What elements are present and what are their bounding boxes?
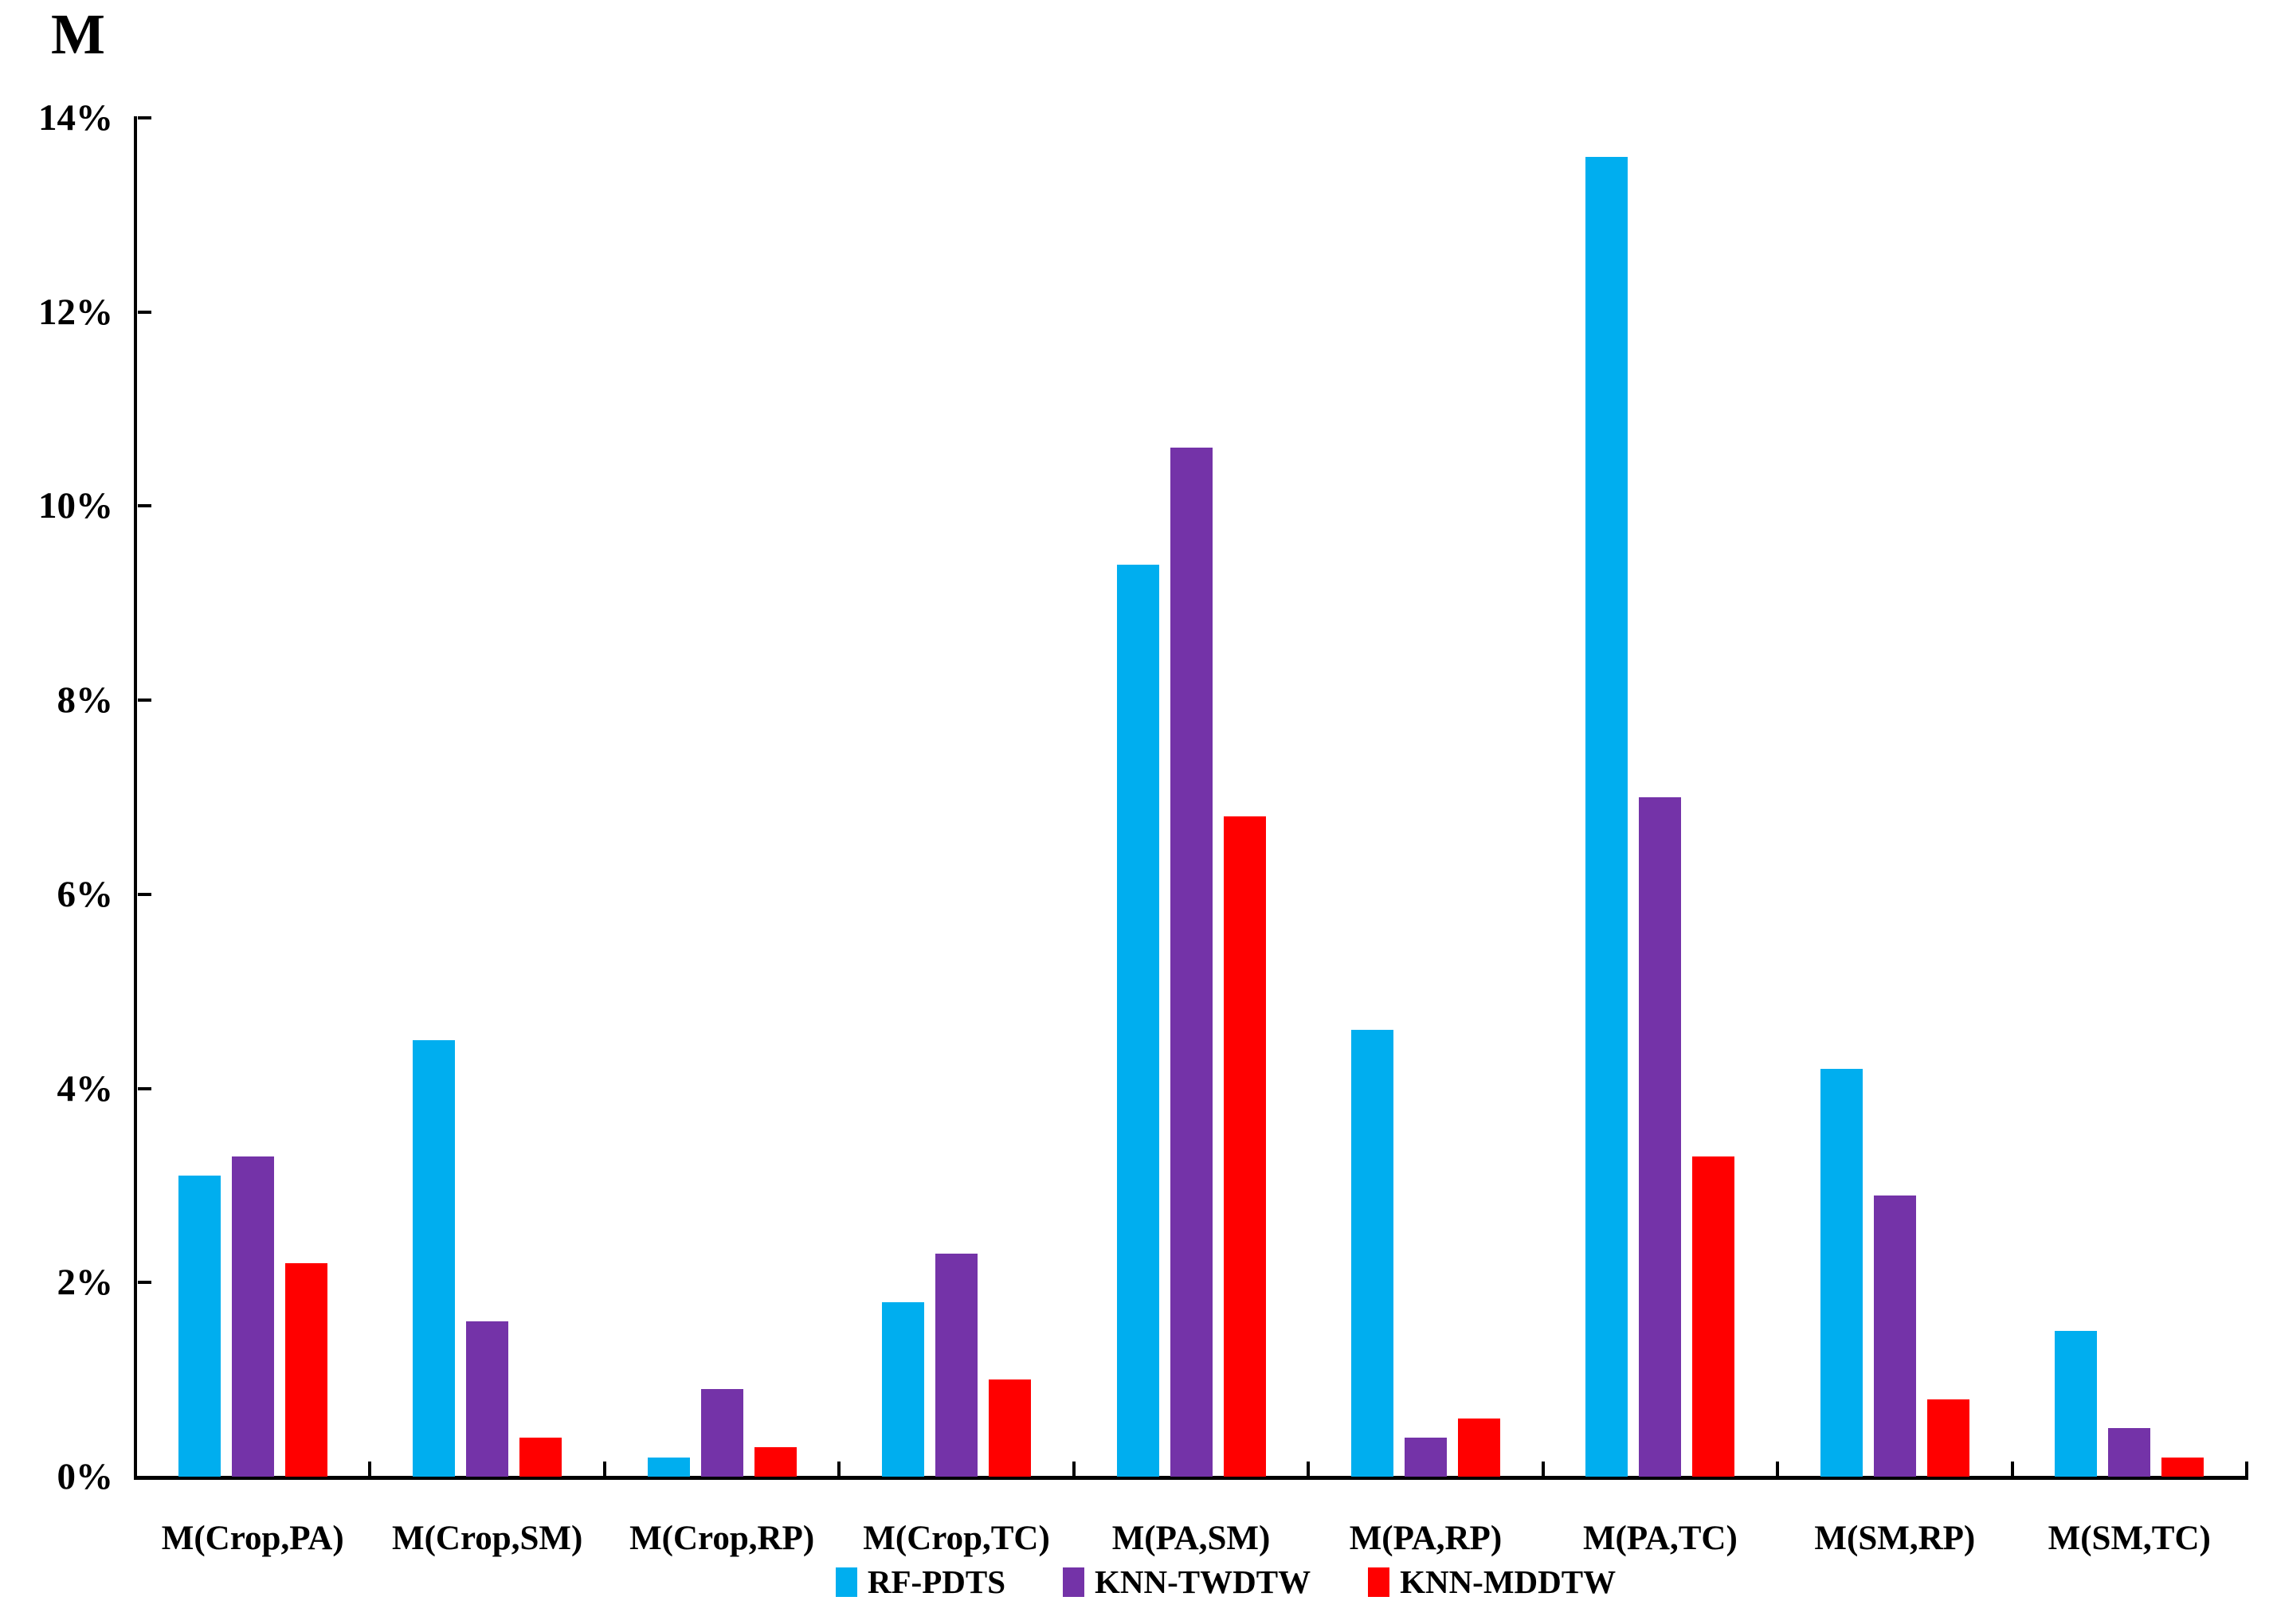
bar-rf-pdts-m-pa-tc [1585, 157, 1628, 1477]
bar-knn-mddtw-m-crop-pa [285, 1263, 327, 1477]
x-tick-7 [1776, 1462, 1780, 1477]
bar-rf-pdts-m-pa-rp [1351, 1030, 1393, 1477]
bar-knn-mddtw-m-sm-rp [1927, 1399, 1969, 1477]
bar-knn-twdtw-m-pa-sm [1170, 448, 1213, 1477]
legend-item-knn-mddtw: KNN-MDDTW [1368, 1563, 1616, 1601]
bar-knn-mddtw-m-pa-rp [1458, 1419, 1500, 1477]
legend-swatch-knn-twdtw [1063, 1567, 1084, 1597]
x-tick-5 [1307, 1462, 1311, 1477]
y-axis-line [134, 116, 137, 1480]
bar-knn-twdtw-m-pa-tc [1639, 797, 1681, 1477]
x-axis-label-m-pa-rp: M(PA,RP) [1349, 1520, 1503, 1557]
bar-knn-mddtw-m-crop-tc [989, 1379, 1031, 1477]
bar-knn-twdtw-m-crop-pa [232, 1156, 274, 1477]
x-axis-label-m-crop-pa: M(Crop,PA) [161, 1520, 344, 1557]
y-axis-label-10: 10% [38, 485, 113, 527]
y-axis-label-12: 12% [38, 291, 113, 333]
y-tick-6 [138, 892, 151, 896]
legend-label-rf-pdts: RF-PDTS [867, 1563, 1005, 1600]
y-tick-12 [138, 310, 151, 314]
x-axis-label-m-sm-rp: M(SM,RP) [1814, 1520, 1976, 1557]
y-axis-label-2: 2% [57, 1262, 114, 1304]
x-tick-4 [1072, 1462, 1076, 1477]
legend-item-knn-twdtw: KNN-TWDTW [1063, 1563, 1311, 1601]
bar-knn-mddtw-m-crop-sm [519, 1438, 562, 1477]
legend-swatch-rf-pdts [835, 1567, 857, 1597]
y-axis-label-4: 4% [57, 1067, 114, 1109]
legend-swatch-knn-mddtw [1368, 1567, 1390, 1597]
bar-knn-mddtw-m-pa-tc [1692, 1156, 1734, 1477]
bar-rf-pdts-m-crop-rp [648, 1458, 690, 1477]
legend-label-knn-twdtw: KNN-TWDTW [1095, 1563, 1311, 1600]
bar-knn-twdtw-m-crop-tc [935, 1254, 978, 1477]
bar-knn-mddtw-m-pa-sm [1224, 816, 1266, 1477]
legend-label-knn-mddtw: KNN-MDDTW [1400, 1563, 1617, 1600]
bar-knn-twdtw-m-sm-tc [2108, 1428, 2150, 1477]
x-axis-label-m-pa-sm: M(PA,SM) [1111, 1520, 1271, 1557]
x-axis-label-m-sm-tc: M(SM,TC) [2048, 1520, 2211, 1557]
bar-rf-pdts-m-crop-pa [178, 1176, 221, 1477]
y-axis-label-8: 8% [57, 679, 114, 722]
y-tick-4 [138, 1086, 151, 1090]
x-tick-9 [2245, 1462, 2248, 1477]
x-axis-line [134, 1476, 2248, 1480]
y-axis-label-14: 14% [38, 97, 113, 139]
bar-rf-pdts-m-crop-sm [413, 1040, 455, 1477]
bar-knn-twdtw-m-crop-rp [701, 1389, 743, 1477]
x-axis-label-m-crop-rp: M(Crop,RP) [629, 1520, 815, 1557]
bar-knn-mddtw-m-sm-tc [2161, 1458, 2204, 1477]
legend-item-rf-pdts: RF-PDTS [835, 1563, 1005, 1601]
x-axis-label-m-pa-tc: M(PA,TC) [1582, 1520, 1738, 1557]
y-tick-2 [138, 1281, 151, 1285]
x-axis-label-m-crop-tc: M(Crop,TC) [863, 1520, 1050, 1557]
x-tick-8 [2010, 1462, 2014, 1477]
bar-knn-twdtw-m-sm-rp [1874, 1195, 1916, 1477]
bar-rf-pdts-m-sm-tc [2055, 1331, 2097, 1477]
y-axis-label-0: 0% [57, 1456, 114, 1497]
y-tick-10 [138, 504, 151, 508]
x-tick-3 [837, 1462, 841, 1477]
y-tick-14 [138, 116, 151, 119]
y-axis-label-6: 6% [57, 873, 114, 915]
x-tick-1 [368, 1462, 372, 1477]
x-tick-2 [602, 1462, 606, 1477]
bar-rf-pdts-m-pa-sm [1117, 565, 1159, 1477]
bar-knn-mddtw-m-crop-rp [754, 1447, 797, 1477]
x-tick-6 [1541, 1462, 1545, 1477]
x-axis-label-m-crop-sm: M(Crop,SM) [392, 1520, 583, 1557]
bar-rf-pdts-m-crop-tc [882, 1302, 924, 1477]
y-tick-8 [138, 699, 151, 702]
bar-knn-twdtw-m-pa-rp [1405, 1438, 1447, 1477]
bar-knn-twdtw-m-crop-sm [466, 1321, 508, 1477]
chart-title: M [51, 2, 105, 66]
chart-legend: RF-PDTS KNN-TWDTW KNN-MDDTW [89, 1563, 2273, 1601]
bar-rf-pdts-m-sm-rp [1820, 1069, 1863, 1477]
